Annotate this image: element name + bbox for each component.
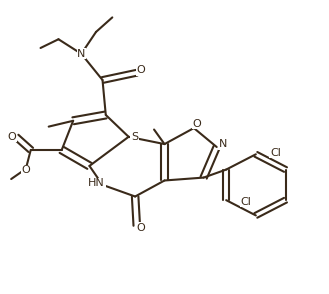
Text: O: O	[136, 65, 145, 75]
Text: O: O	[136, 223, 145, 233]
Text: HN: HN	[88, 178, 105, 188]
Text: O: O	[8, 132, 16, 142]
Text: Cl: Cl	[240, 197, 251, 207]
Text: O: O	[192, 119, 201, 129]
Text: N: N	[77, 49, 86, 59]
Text: S: S	[131, 132, 138, 142]
Text: Cl: Cl	[270, 148, 281, 158]
Text: N: N	[218, 139, 227, 149]
Text: O: O	[21, 165, 30, 175]
